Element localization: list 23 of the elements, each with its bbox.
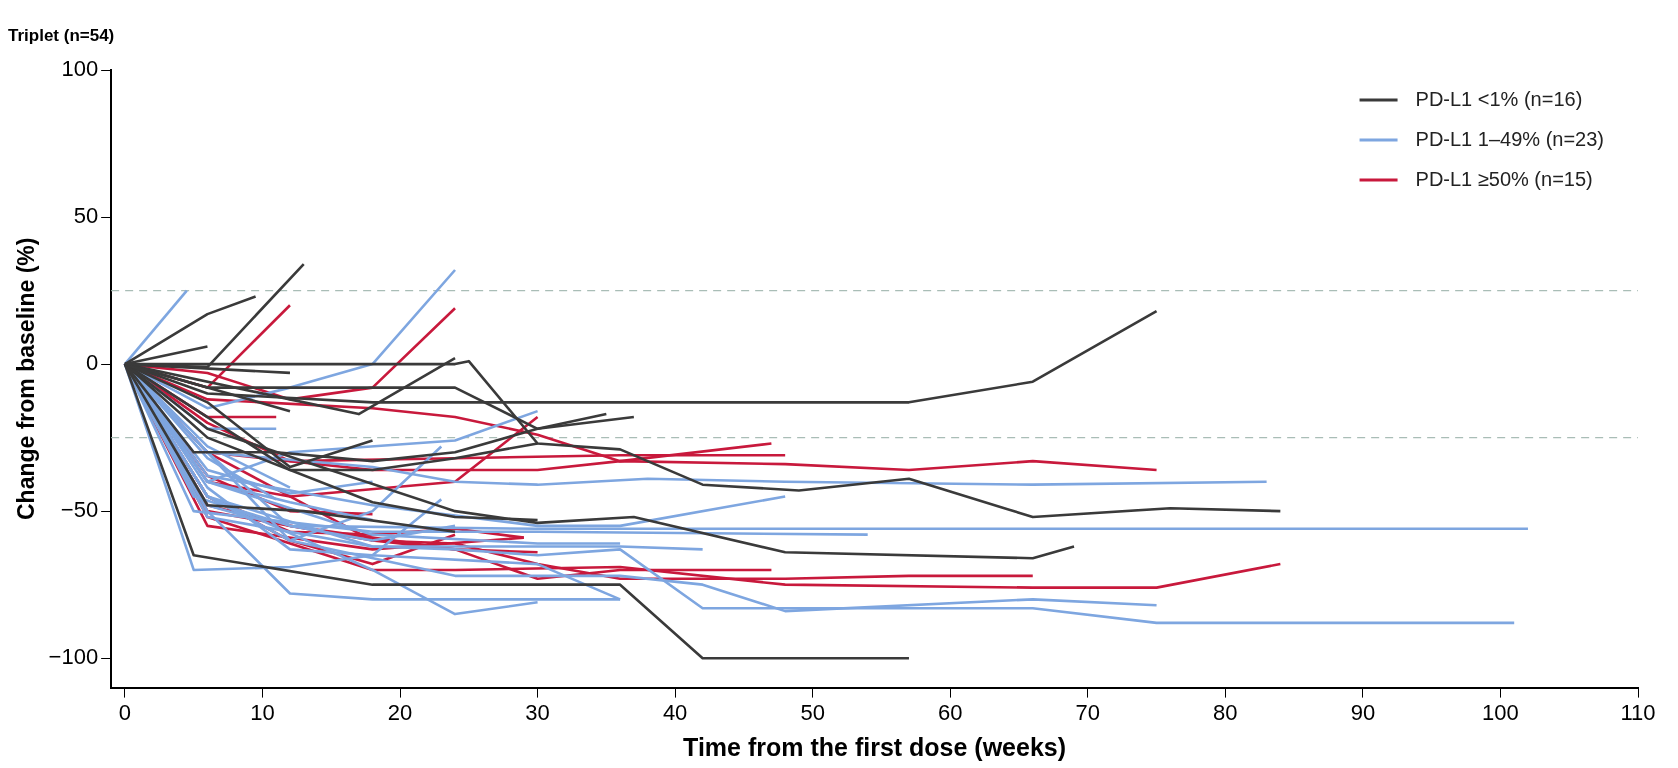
y-tick-label: 100 <box>61 56 99 82</box>
y-axis-title: Change from baseline (%) <box>13 237 40 521</box>
x-tick-label: 80 <box>1213 699 1238 725</box>
x-tick-label: 20 <box>387 699 413 725</box>
x-tick-label: 100 <box>1482 699 1519 725</box>
x-tick-label: 50 <box>800 699 825 725</box>
x-tick-label: 0 <box>118 699 132 725</box>
chart-title: Triplet (n=54) <box>8 26 115 46</box>
x-tick-label: 40 <box>662 699 688 725</box>
legend-label: PD-L1 <1% (n=16) <box>1415 87 1583 110</box>
y-tick-label: −100 <box>48 644 99 670</box>
x-tick-label: 110 <box>1620 699 1656 725</box>
y-tick-label: 0 <box>85 350 99 376</box>
legend-label: PD-L1 ≥50% (n=15) <box>1415 167 1593 190</box>
x-tick-label: 60 <box>937 699 963 725</box>
y-tick-label: −50 <box>60 497 99 523</box>
legend-label: PD-L1 1–49% (n=23) <box>1415 127 1605 150</box>
x-tick-label: 10 <box>250 699 275 725</box>
x-axis-title: Time from the first dose (weeks) <box>683 732 1067 761</box>
y-tick-label: 50 <box>73 203 99 229</box>
x-tick-label: 30 <box>525 699 550 725</box>
x-tick-label: 70 <box>1075 699 1101 725</box>
x-tick-label: 90 <box>1350 699 1376 725</box>
